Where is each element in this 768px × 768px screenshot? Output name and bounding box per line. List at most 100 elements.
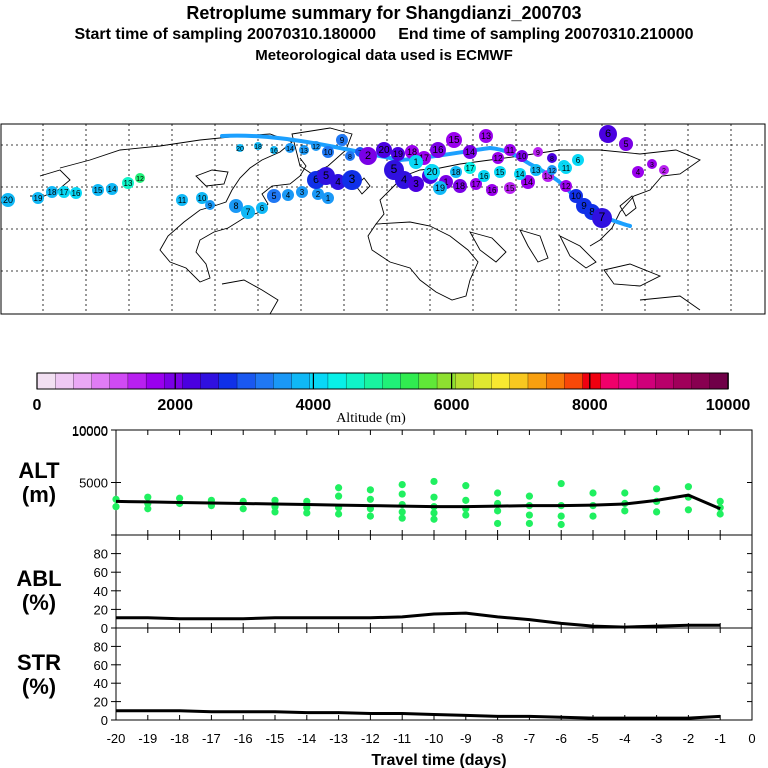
plume-marker-label: 12 (548, 168, 556, 175)
y-tick-label: 40 (94, 676, 108, 691)
altitude-point (398, 508, 406, 516)
plume-marker-label: 16 (432, 145, 444, 156)
altitude-point (430, 493, 438, 501)
altitude-point (557, 520, 565, 529)
plume-marker (296, 186, 308, 198)
plume-marker (322, 192, 334, 204)
plume-marker (32, 192, 44, 204)
coast-hudson-bay (195, 169, 229, 187)
altitude-point (525, 492, 534, 500)
x-axis-title: Travel time (days) (371, 752, 506, 768)
altitude-point (494, 519, 502, 528)
altitude-point (398, 481, 406, 489)
altitude-point (621, 489, 629, 497)
colorbar-swatch (182, 372, 202, 390)
plume-marker-label: 20 (426, 167, 438, 178)
plume-marker (647, 159, 657, 169)
colorbar-swatches (36, 372, 729, 390)
x-tick-label: -8 (492, 731, 504, 746)
plume-marker (92, 184, 104, 196)
panel-frame (115, 627, 753, 721)
colorbar-swatch (109, 372, 129, 390)
colorbar-swatch (600, 372, 620, 390)
plume-marker-label: 1 (413, 157, 418, 167)
x-tick-label: -10 (425, 731, 444, 746)
plume-marker (135, 173, 145, 183)
altitude-point (621, 507, 629, 515)
altitude-point (335, 510, 343, 518)
plume-marker-label: 16 (270, 148, 278, 155)
colorbar-swatch (709, 372, 729, 390)
y-tick-label: 10000 (72, 424, 108, 439)
plume-marker-label: 10 (198, 194, 207, 203)
plume-marker (521, 175, 535, 189)
altitude-point (653, 508, 661, 516)
plume-marker-label: 12 (136, 176, 144, 183)
plume-marker-label: 14 (108, 185, 117, 194)
plume-marker-label: 5 (623, 139, 628, 149)
colorbar-swatch (218, 372, 238, 390)
colorbar-swatch (491, 372, 511, 390)
altitude-point (366, 495, 374, 503)
str-panel-label: STR (17, 650, 61, 675)
altitude-point (716, 510, 724, 518)
altitude-point (684, 483, 693, 491)
plume-marker-label: 18 (407, 147, 417, 157)
plume-marker-label: 16 (480, 172, 489, 181)
altitude-point (366, 486, 374, 494)
panel-abl: 0 20 40 60 80 (94, 534, 753, 636)
alt-panel-label: ALT (18, 458, 60, 483)
plume-marker-label: 20 (3, 195, 13, 205)
start-time-label: Start time of sampling 20070310.180000 (74, 26, 377, 43)
plume-marker (312, 188, 324, 200)
x-tick-label: -20 (107, 731, 126, 746)
plume-marker (572, 154, 584, 166)
x-tick-label: -1 (714, 731, 726, 746)
plume-marker-label: 18 (254, 144, 262, 151)
altitude-point (335, 492, 343, 500)
plume-marker-label: 8 (233, 201, 238, 211)
colorbar-swatch (382, 372, 402, 390)
y-tick-label: 5000 (79, 476, 108, 491)
plume-marker-label: 11 (506, 146, 515, 155)
plume-marker-label: 2 (316, 190, 321, 199)
plume-marker (376, 142, 392, 158)
plume-marker-label: 17 (472, 180, 481, 189)
plume-marker (450, 166, 462, 178)
colorbar-swatch (364, 372, 384, 390)
plume-marker (516, 150, 528, 162)
plume-marker-label: 7 (599, 210, 606, 224)
altitude-point (430, 509, 438, 517)
colorbar-swatch (691, 372, 711, 390)
colorbar-swatch (255, 372, 275, 390)
x-tick-label: -7 (524, 731, 536, 746)
colorbar-swatch (455, 372, 475, 390)
colorbar: 0 2000 4000 6000 8000 10000 Altitude (m) (33, 372, 750, 426)
colorbar-tick-label: 6000 (434, 397, 470, 414)
y-tick-label: 20 (94, 602, 108, 617)
altitude-point (462, 511, 470, 519)
coast-africa (367, 221, 479, 301)
plume-marker-label: 14 (516, 170, 525, 179)
plume-marker-label: 12 (562, 182, 571, 191)
plume-marker (359, 147, 377, 165)
plume-marker-label: 9 (536, 150, 540, 157)
plume-marker-label: 5 (323, 170, 329, 182)
plume-marker (453, 179, 467, 193)
plume-marker (196, 192, 208, 204)
plume-marker (409, 155, 423, 169)
plume-marker (391, 147, 405, 161)
plume-marker (330, 174, 346, 190)
coast-indochina (558, 234, 597, 269)
plume-marker-label: 4 (286, 191, 291, 200)
plume-marker-label: 17 (466, 164, 475, 173)
plume-marker-label: 8 (589, 207, 595, 218)
series-line (116, 611, 721, 629)
colorbar-swatch (636, 372, 657, 390)
plume-marker-label: 5 (391, 162, 398, 176)
plume-marker-label: 1 (326, 194, 331, 203)
y-tick-label: 0 (101, 621, 108, 636)
plume-marker (106, 183, 118, 195)
